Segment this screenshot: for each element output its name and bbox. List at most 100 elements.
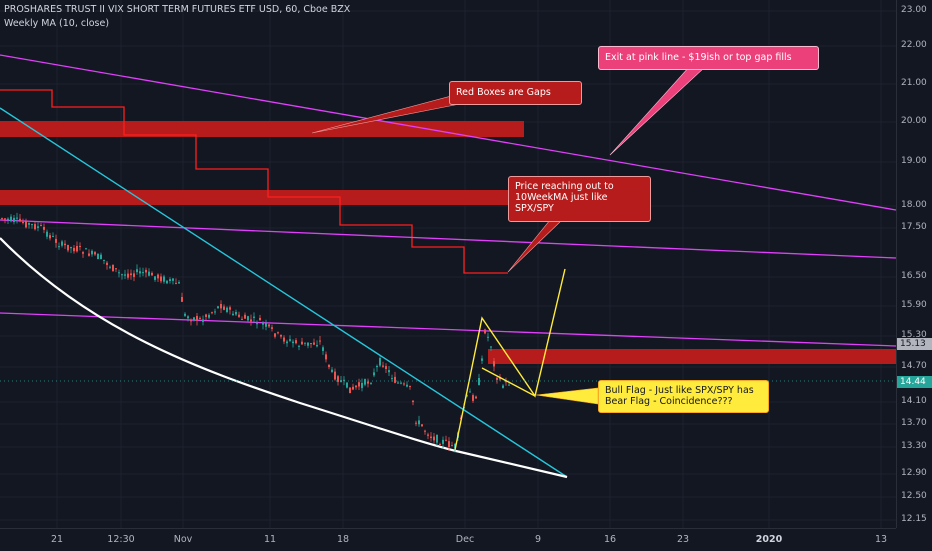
candle-body xyxy=(61,241,63,246)
candle-body xyxy=(412,400,414,403)
candle-body xyxy=(52,236,54,238)
time-axis-label: 9 xyxy=(534,534,542,545)
candle-body xyxy=(313,342,315,345)
flag-annotation[interactable]: Bull Flag - Just like SPX/SPY has Bear F… xyxy=(598,380,769,413)
candle-body xyxy=(424,430,426,432)
candle-body xyxy=(493,361,495,367)
candle-body xyxy=(265,323,267,327)
magenta-line-middle xyxy=(0,219,896,259)
candle-body xyxy=(73,247,75,252)
price-axis-label: 13.30 xyxy=(901,441,927,451)
gap-box-15 xyxy=(488,349,896,364)
candle-body xyxy=(403,383,405,385)
candle-body xyxy=(1,218,3,220)
candle-body xyxy=(442,439,444,444)
price-axis-label: 14.70 xyxy=(901,361,927,371)
candle-body xyxy=(487,336,489,338)
time-axis-label: 18 xyxy=(336,534,350,545)
candle-body xyxy=(334,371,336,380)
magenta-line-price-tag: 15.13 xyxy=(897,338,932,350)
candle-body xyxy=(37,226,39,228)
time-axis-label: 2020 xyxy=(755,534,783,545)
candle-body xyxy=(490,346,492,348)
candle-body xyxy=(202,319,204,322)
candle-body xyxy=(328,364,330,368)
candle-body xyxy=(271,327,273,329)
candle-body xyxy=(169,279,171,282)
candle-body xyxy=(247,316,249,321)
candle-body xyxy=(241,318,243,320)
candle-body xyxy=(367,381,369,384)
price-axis-label: 17.50 xyxy=(901,222,927,232)
candle-body xyxy=(76,246,78,252)
price-axis-label: 13.70 xyxy=(901,418,927,428)
ma-annotation[interactable]: Price reaching out to 10WeekMA just like… xyxy=(508,176,651,222)
candle-body xyxy=(220,304,222,309)
candle-body xyxy=(337,376,339,382)
candle-body xyxy=(136,269,138,273)
candle-body xyxy=(142,272,144,274)
candlestick-series xyxy=(1,212,510,453)
candle-body xyxy=(211,312,213,314)
time-axis-label: 23 xyxy=(676,534,690,545)
candle-body xyxy=(100,254,102,259)
candle-body xyxy=(19,218,21,222)
candle-body xyxy=(205,314,207,317)
cyan-trendline xyxy=(0,107,568,478)
gaps-annotation[interactable]: Red Boxes are Gaps xyxy=(449,81,582,105)
candle-body xyxy=(187,316,189,319)
symbol-title[interactable]: PROSHARES TRUST II VIX SHORT TERM FUTURE… xyxy=(4,4,351,15)
candle-body xyxy=(226,307,228,313)
candle-body xyxy=(250,319,252,322)
candle-body xyxy=(22,221,24,224)
candle-body xyxy=(4,218,6,220)
candle-body xyxy=(439,444,441,446)
price-axis-label: 19.00 xyxy=(901,156,927,166)
candle-body xyxy=(181,297,183,302)
candle-body xyxy=(346,382,348,388)
candle-body xyxy=(118,272,120,274)
price-axis-label: 18.00 xyxy=(901,200,927,210)
candle-body xyxy=(289,339,291,341)
candle-body xyxy=(40,225,42,227)
candle-body xyxy=(148,271,150,276)
price-axis-label: 12.90 xyxy=(901,468,927,478)
candle-body xyxy=(109,266,111,268)
candle-body xyxy=(166,280,168,284)
time-axis-label: 16 xyxy=(603,534,617,545)
candle-body xyxy=(7,218,9,221)
candle-body xyxy=(400,382,402,384)
candle-body xyxy=(244,314,246,319)
candle-body xyxy=(43,226,45,230)
candle-body xyxy=(298,345,300,347)
candle-body xyxy=(79,245,81,247)
exit-annotation[interactable]: Exit at pink line - $19ish or top gap fi… xyxy=(598,46,819,70)
price-axis[interactable]: 23.00 22.00 21.00 20.00 19.00 18.00 17.50 16.50… xyxy=(896,0,932,528)
candle-body xyxy=(10,216,12,222)
price-chart[interactable] xyxy=(0,0,896,528)
ma-annotation-text: Price reaching out to 10WeekMA just like… xyxy=(515,181,614,214)
candle-body xyxy=(301,341,303,345)
candle-body xyxy=(154,276,156,280)
bull-flag xyxy=(454,268,566,451)
candle-body xyxy=(373,372,375,376)
time-axis[interactable]: 21 12:30 Nov 11 18 Dec 9 16 23 2020 13 xyxy=(0,528,896,551)
candle-body xyxy=(139,271,141,274)
candle-body xyxy=(130,273,132,276)
time-axis-label: 13 xyxy=(874,534,888,545)
candle-body xyxy=(469,391,471,393)
candle-body xyxy=(445,439,447,441)
candle-body xyxy=(370,383,372,385)
chart-legend: PROSHARES TRUST II VIX SHORT TERM FUTURE… xyxy=(4,3,350,31)
candle-body xyxy=(256,323,258,325)
candle-body xyxy=(214,311,216,313)
candle-body xyxy=(25,220,27,228)
candle-body xyxy=(49,235,51,239)
candle-body xyxy=(379,358,381,366)
candle-body xyxy=(496,377,498,380)
magenta-trendlines xyxy=(0,54,896,347)
candle-body xyxy=(307,342,309,346)
candle-body xyxy=(238,314,240,317)
indicator-title[interactable]: Weekly MA (10, close) xyxy=(4,18,110,29)
candle-body xyxy=(172,278,174,281)
